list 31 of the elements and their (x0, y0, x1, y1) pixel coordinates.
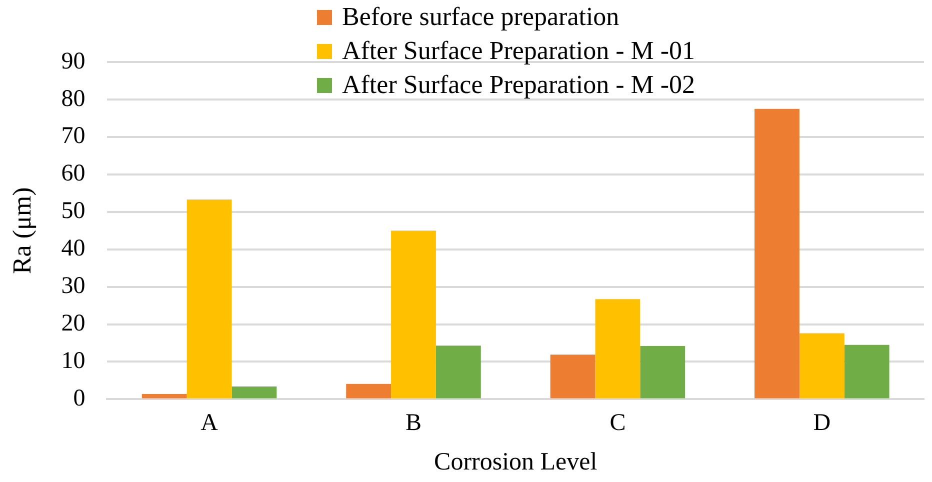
x-tick-label: C (610, 410, 626, 436)
bar (799, 333, 844, 398)
y-tick-label: 70 (61, 123, 86, 150)
x-axis-title: Corrosion Level (434, 448, 598, 476)
legend-label: Before surface preparation (342, 1, 620, 33)
bar (640, 346, 686, 398)
bar (844, 344, 890, 398)
x-tick-label: A (200, 410, 219, 436)
bar (186, 200, 232, 398)
bar (142, 394, 187, 398)
y-tick-label: 60 (61, 160, 86, 187)
y-tick-label: 30 (61, 273, 86, 300)
y-tick-label: 20 (61, 310, 86, 337)
legend-label: After Surface Preparation - M -01 (342, 35, 696, 67)
bar (346, 384, 392, 398)
y-tick-label: 90 (61, 48, 86, 74)
bar (436, 346, 481, 398)
bar (232, 386, 277, 398)
bar (550, 354, 596, 398)
bar (595, 299, 640, 398)
y-tick-label: 0 (73, 385, 86, 412)
bar (754, 108, 800, 398)
x-tick-label: D (813, 410, 831, 436)
y-tick-label: 40 (61, 236, 86, 262)
y-tick-label: 10 (61, 348, 86, 374)
x-tick-label: B (405, 410, 422, 436)
legend-label: After Surface Preparation - M -02 (342, 69, 696, 101)
y-axis-title: Ra (μm) (7, 187, 36, 274)
y-tick-label: 50 (61, 198, 86, 224)
bar (391, 230, 436, 398)
y-tick-label: 80 (61, 86, 86, 112)
